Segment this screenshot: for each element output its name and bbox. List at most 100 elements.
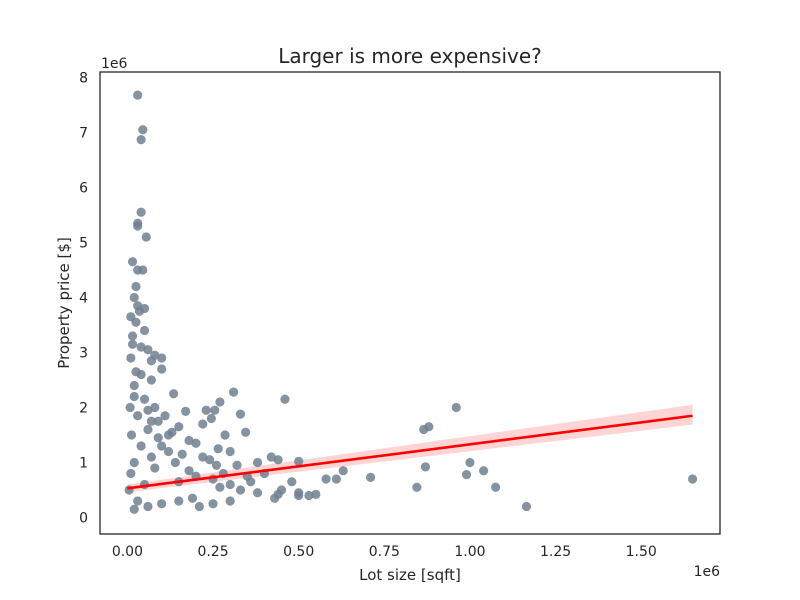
data-point [220,430,230,440]
data-point [157,353,167,363]
data-point [225,479,235,490]
data-point [146,356,156,366]
data-point [138,125,148,135]
data-point [136,135,146,145]
data-point [177,449,187,459]
data-point [163,446,174,457]
data-point [169,389,179,399]
data-point [235,409,246,419]
data-point [215,482,225,492]
data-point [174,496,184,506]
data-point [451,402,461,413]
data-point [139,394,150,404]
chart-title: Larger is more expensive? [278,44,542,68]
data-point [206,413,216,424]
y-tick-label: 7 [79,126,88,142]
data-point [157,499,167,509]
data-point [287,477,297,487]
data-point [138,265,148,275]
data-point [198,419,208,429]
data-point [273,489,283,499]
data-point [131,281,141,292]
data-point [170,457,180,468]
regression-line-layer [127,414,693,490]
data-point [687,474,698,484]
data-point [131,317,141,327]
x-tick-label: 0.75 [369,544,400,560]
data-point [129,504,139,514]
data-point [143,405,153,415]
x-tick-label: 1.50 [626,544,657,560]
data-point [167,427,177,437]
x-tick-label: 0.50 [283,544,314,560]
data-point [225,496,235,506]
data-point [129,292,139,303]
data-point [134,306,144,316]
data-point [366,472,376,482]
data-point [129,391,139,402]
data-point [419,424,429,435]
data-point [252,488,263,498]
data-point [294,456,304,466]
data-point [133,221,143,231]
data-point [136,207,146,217]
data-point [208,499,218,509]
data-point [201,405,211,415]
data-point [311,489,321,499]
data-point [133,496,143,506]
data-point [153,416,163,426]
data-point [153,433,163,443]
data-point [157,441,167,451]
y-tick-label: 4 [79,291,88,307]
data-point [127,339,138,349]
y-offset-label: 1e6 [101,56,128,72]
data-point [215,397,225,407]
data-point [127,257,138,267]
data-point [143,424,153,435]
data-point [136,369,146,380]
data-point [126,468,136,479]
y-axis-label: Property price [$] [55,237,73,369]
data-point [273,455,283,465]
y-tick-label: 5 [79,236,88,252]
data-point [280,394,290,404]
data-point [205,455,215,465]
data-point [228,387,239,397]
data-point [210,405,220,415]
data-point [129,380,139,391]
data-point [146,452,156,462]
y-tick-labels: 0 1 2 3 4 5 6 7 8 [79,71,88,527]
data-point [136,441,146,451]
data-point [412,482,422,492]
data-point [252,457,263,468]
x-tick-label: 0.00 [112,544,143,560]
data-point [321,474,331,484]
data-point [125,402,135,413]
data-point [129,457,139,468]
data-point [465,457,475,468]
points-layer [124,90,698,514]
data-point [157,364,167,374]
regression-line [127,414,693,490]
data-point [304,490,314,501]
data-point [184,466,194,476]
x-tick-label: 1.00 [454,544,485,560]
data-point [211,460,222,470]
data-point [240,427,251,437]
data-point [143,501,153,512]
x-tick-labels: 0.00 0.25 0.50 0.75 1.00 1.25 1.50 [112,544,657,560]
data-point [126,353,136,363]
y-tick-label: 1 [79,456,88,472]
data-point [133,411,143,421]
y-tick-label: 0 [79,511,88,527]
data-point [521,501,532,512]
data-point [294,490,304,501]
x-tick-label: 1.25 [540,544,571,560]
data-point [160,411,170,421]
data-point [174,422,184,432]
data-point [181,406,191,416]
data-point [491,482,501,492]
data-point [225,446,235,457]
data-point [150,463,160,473]
